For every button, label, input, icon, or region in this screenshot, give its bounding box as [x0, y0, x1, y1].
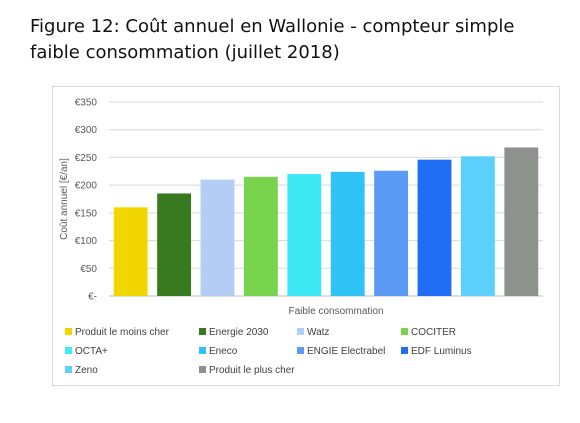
legend-label: EDF Luminus [411, 346, 472, 357]
legend-item: Energie 2030 [199, 327, 269, 338]
legend-swatch [297, 347, 304, 354]
legend-swatch [297, 328, 304, 335]
y-tick-label: €350 [75, 98, 98, 109]
bar-produit-le-plus-cher [504, 147, 539, 296]
legend-item: OCTA+ [65, 346, 108, 357]
legend-label: COCITER [411, 327, 456, 338]
figure-caption: Figure 12: Coût annuel en Wallonie - com… [30, 14, 550, 66]
y-tick-label: €300 [75, 125, 98, 136]
bar-zeno [460, 156, 495, 296]
legend-label: Produit le moins cher [75, 327, 170, 338]
bars [113, 147, 539, 296]
legend-item: Produit le moins cher [65, 327, 170, 338]
bar-chart: €- €50 €100 €150 €200 €250 €300 €350 Coût annue… [59, 98, 543, 376]
y-axis-ticks: €- €50 €100 €150 €200 €250 €300 €350 [75, 98, 98, 303]
y-tick-label: €200 [75, 181, 98, 192]
legend-label: Produit le plus cher [209, 365, 295, 376]
caption-line-2: faible consommation (juillet 2018) [30, 42, 340, 63]
legend-item: Watz [297, 327, 329, 338]
legend-swatch [401, 347, 408, 354]
legend-swatch [65, 366, 72, 373]
y-tick-label: €250 [75, 153, 98, 164]
bar-produit-le-moins-cher [113, 207, 148, 296]
y-tick-label: €100 [75, 236, 98, 247]
bar-edf-luminus [417, 159, 452, 296]
legend: Produit le moins cher Energie 2030 Watz COC… [65, 327, 472, 376]
legend-swatch [199, 366, 206, 373]
legend-label: OCTA+ [75, 346, 108, 357]
caption-line-1: Figure 12: Coût annuel en Wallonie - com… [30, 16, 515, 37]
legend-item: EDF Luminus [401, 346, 472, 357]
y-axis-title: Coût annuel [€/an] [59, 158, 70, 240]
bar-octa- [287, 174, 322, 296]
bar-energie-2030 [157, 193, 192, 296]
bar-engie-electrabel [374, 170, 409, 296]
bar-eneco [330, 171, 365, 296]
legend-item: Eneco [199, 346, 238, 357]
bar-cociter [243, 176, 278, 296]
legend-swatch [65, 347, 72, 354]
chart-frame: €- €50 €100 €150 €200 €250 €300 €350 Coût annue… [52, 86, 560, 386]
legend-swatch [401, 328, 408, 335]
legend-swatch [199, 347, 206, 354]
legend-item: ENGIE Electrabel [297, 346, 385, 357]
legend-label: Watz [307, 327, 329, 338]
legend-item: Produit le plus cher [199, 365, 295, 376]
legend-label: ENGIE Electrabel [307, 346, 385, 357]
y-tick-label: €150 [75, 208, 98, 219]
legend-label: Eneco [209, 346, 238, 357]
y-tick-label: €- [88, 292, 97, 303]
y-tick-label: €50 [80, 264, 97, 275]
legend-item: COCITER [401, 327, 456, 338]
bar-watz [200, 179, 235, 296]
x-axis-title: Faible consommation [288, 306, 383, 317]
legend-swatch [199, 328, 206, 335]
legend-swatch [65, 328, 72, 335]
legend-label: Zeno [75, 365, 98, 376]
legend-label: Energie 2030 [209, 327, 269, 338]
legend-item: Zeno [65, 365, 98, 376]
